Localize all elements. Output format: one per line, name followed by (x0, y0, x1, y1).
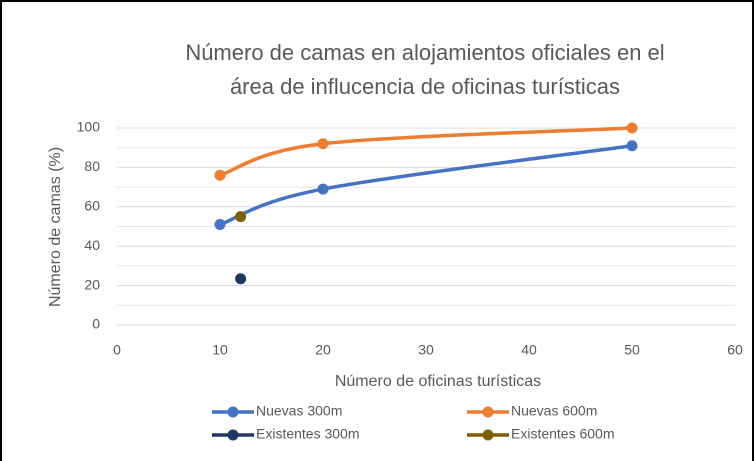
legend-marker (227, 406, 239, 418)
point (317, 138, 329, 150)
x-tick-label: 0 (113, 342, 121, 358)
x-tick-label: 10 (212, 342, 228, 358)
chart-title: área de influcencia de oficinas turístic… (230, 74, 620, 99)
y-tick-label: 40 (84, 237, 100, 253)
point (626, 140, 638, 152)
point (235, 273, 247, 285)
y-tick-label: 0 (92, 316, 100, 332)
series-line (219, 126, 633, 177)
x-tick-label: 40 (521, 342, 537, 358)
legend-marker (227, 429, 239, 441)
series-line (219, 143, 633, 227)
point (235, 211, 247, 223)
x-tick-label: 60 (727, 342, 743, 358)
y-axis-label: Número de camas (%) (47, 147, 64, 307)
x-tick-label: 50 (624, 342, 640, 358)
point (214, 219, 226, 231)
x-tick-label: 30 (418, 342, 434, 358)
point (626, 122, 638, 134)
legend-label: Existentes 300m (256, 426, 360, 442)
chart-title: Número de camas en alojamientos oficiale… (185, 40, 664, 65)
legend-label: Existentes 600m (511, 426, 615, 442)
legend-label: Nuevas 300m (256, 403, 342, 419)
point (317, 183, 329, 195)
x-tick-label: 20 (315, 342, 331, 358)
legend-marker (482, 429, 494, 441)
legend-marker (482, 406, 494, 418)
y-tick-label: 80 (84, 158, 100, 174)
y-tick-label: 100 (77, 119, 101, 135)
y-tick-label: 20 (84, 276, 100, 292)
legend-label: Nuevas 600m (511, 403, 597, 419)
x-axis-label: Número de oficinas turísticas (335, 373, 541, 390)
y-tick-label: 60 (84, 198, 100, 214)
point (214, 169, 226, 181)
